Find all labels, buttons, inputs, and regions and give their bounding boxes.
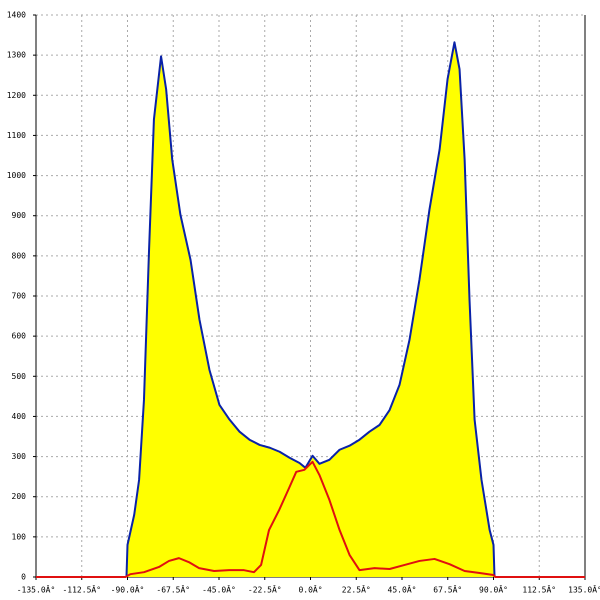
y-tick-label: 1000	[7, 171, 26, 180]
x-tick-label: -67.5Â°	[156, 584, 190, 595]
x-tick-label: 67.5Â°	[433, 584, 462, 595]
y-tick-label: 0	[21, 573, 26, 582]
y-tick-label: 1400	[7, 11, 26, 20]
y-tick-label: 200	[12, 492, 27, 501]
y-tick-label: 900	[12, 211, 27, 220]
y-tick-label: 800	[12, 251, 27, 260]
x-tick-label: 0.0Â°	[298, 584, 322, 595]
x-tick-label: 90.0Â°	[479, 584, 508, 595]
y-tick-label: 400	[12, 412, 27, 421]
x-tick-label: 22.5Â°	[342, 584, 371, 595]
y-tick-label: 500	[12, 372, 27, 381]
x-tick-label: -90.0Â°	[111, 584, 145, 595]
x-tick-label: -112.5Â°	[62, 584, 101, 595]
x-tick-label: -45.0Â°	[202, 584, 236, 595]
x-tick-label: 112.5Â°	[522, 584, 556, 595]
y-tick-label: 100	[12, 532, 27, 541]
y-tick-label: 1200	[7, 91, 26, 100]
y-tick-label: 1300	[7, 51, 26, 60]
area	[126, 42, 495, 578]
y-tick-label: 600	[12, 332, 27, 341]
y-tick-label: 700	[12, 292, 27, 301]
x-tick-label: 45.0Â°	[388, 584, 417, 595]
x-tick-label: -135.0Â°	[17, 584, 56, 595]
y-tick-label: 1100	[7, 131, 26, 140]
line	[125, 41, 496, 578]
x-tick-label: -22.5Â°	[248, 584, 282, 595]
y-tick-label: 300	[12, 452, 27, 461]
x-tick-label: 135.0Â°	[568, 584, 600, 595]
line	[36, 460, 585, 578]
